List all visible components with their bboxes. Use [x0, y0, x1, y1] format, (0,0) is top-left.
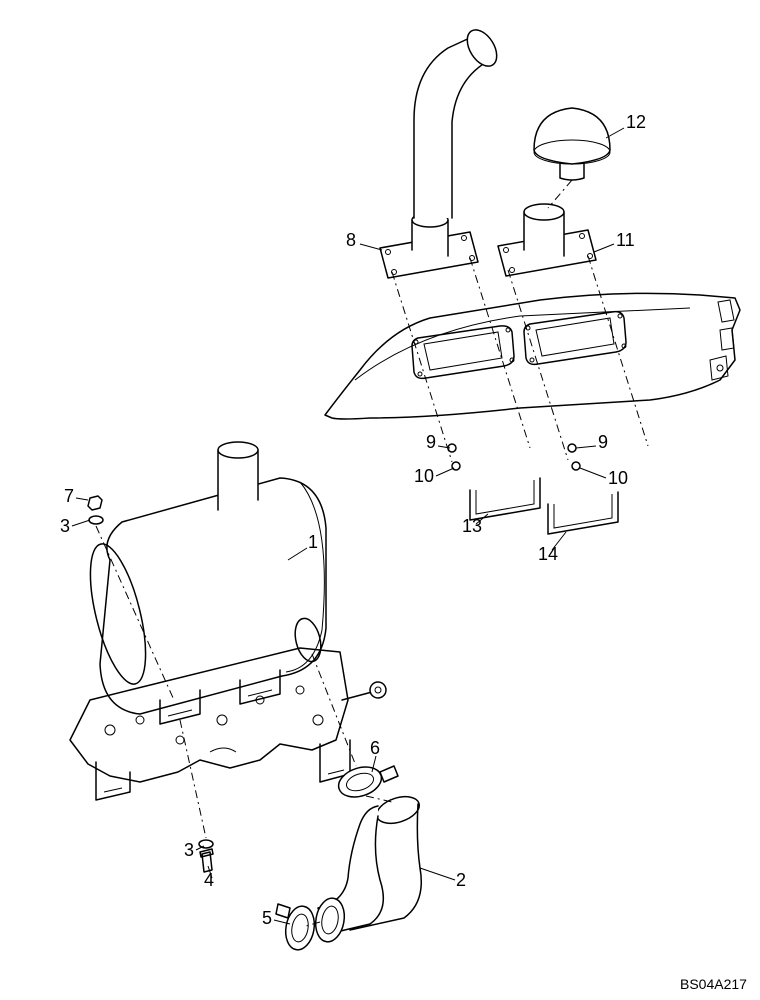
exhaust-pipe [312, 792, 422, 944]
fastener-stack-top [88, 496, 103, 524]
callout-8: 8 [346, 230, 356, 251]
hood-panel [325, 293, 740, 419]
callout-14: 14 [538, 544, 558, 565]
callout-3a: 3 [60, 516, 70, 537]
gasket-13 [470, 478, 540, 520]
callout-12: 12 [626, 112, 646, 133]
callout-4: 4 [204, 870, 214, 891]
gasket-14 [548, 492, 618, 534]
muffler [79, 442, 326, 724]
rain-cap [534, 108, 610, 180]
parts-diagram-canvas: .ln { fill: none; stroke: #000; stroke-w… [0, 0, 760, 1000]
clamp-lower [276, 904, 318, 952]
air-intake-assembly [498, 108, 610, 276]
fastener-stack-bottom [199, 840, 213, 872]
callout-11: 11 [616, 230, 635, 251]
callout-1: 1 [308, 532, 318, 553]
callout-10b: 10 [608, 468, 628, 489]
callout-9a: 9 [426, 432, 436, 453]
callout-13: 13 [462, 516, 482, 537]
callout-3b: 3 [184, 840, 194, 861]
callout-5: 5 [262, 908, 272, 929]
callout-7: 7 [64, 486, 74, 507]
callout-9b: 9 [598, 432, 608, 453]
exhaust-stack-assembly [380, 25, 503, 278]
callout-10a: 10 [414, 466, 434, 487]
drawing-id-label: BS04A217 [680, 976, 747, 992]
callout-2: 2 [456, 870, 466, 891]
callout-6: 6 [370, 738, 380, 759]
